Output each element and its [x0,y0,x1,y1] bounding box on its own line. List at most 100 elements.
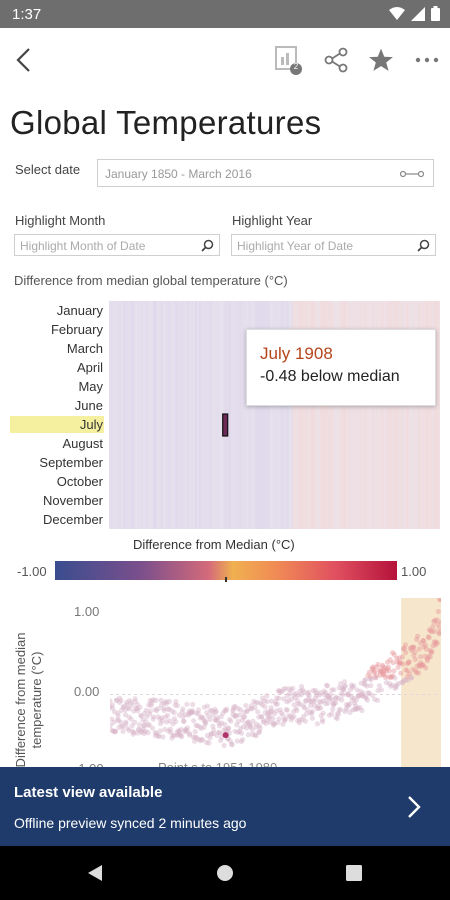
scatter-point [174,703,181,709]
scatter-point [341,684,347,690]
scatter-point [116,699,123,705]
scatter-point [438,598,441,603]
scatter-point [330,706,336,712]
scatter-point [413,670,419,676]
more-icon[interactable] [411,44,443,76]
scatter-plot[interactable] [110,598,441,767]
scatter-point [386,668,392,674]
home-circle-icon[interactable] [216,864,234,882]
scatter-point [353,697,359,703]
tooltip-title: July 1908 [260,344,333,363]
scatter-point [126,706,132,712]
scatter-point [371,670,377,676]
scatter-point [134,701,140,708]
scatter-point [121,703,127,709]
scatter-point [202,721,208,727]
scatter-point [390,682,396,688]
scatter-point [243,721,249,727]
heatmap-year-column [302,301,305,529]
scatter-point [211,730,217,737]
scatter-point [284,699,290,705]
heatmap-year-column [252,301,255,529]
scatter-point [277,688,283,694]
scatter-point [302,718,309,724]
wifi-icon [389,6,405,20]
scatter-point [364,683,370,689]
scatter-point [182,712,188,718]
scatter-point [162,726,168,732]
share-icon[interactable] [320,44,352,76]
scatter-point [193,710,199,716]
scatter-point [272,699,279,705]
scatter-point [212,706,218,712]
month-label-june: June [74,398,103,413]
heatmap-year-column [436,301,439,529]
latest-view-banner[interactable]: Latest view available Offline preview sy… [0,767,450,846]
scatter-point [147,708,153,714]
highlight-month-input[interactable]: Highlight Month of Date [14,234,220,256]
scatter-point [345,704,351,710]
scatter-point [140,726,146,732]
scatter-point [333,700,339,706]
scatter-point [386,681,393,687]
heatmap-year-column [164,301,168,529]
scatter-point [304,691,311,697]
scatter-point [235,706,241,712]
scatter-point [141,730,147,736]
scatter-point [253,724,259,730]
scatter-point [338,681,344,687]
scatter-point [239,717,246,723]
highlight-year-input[interactable]: Highlight Year of Date [231,234,436,256]
scatter-point [181,718,187,724]
scatter-point [179,734,185,740]
scatter-point [288,717,294,723]
scatter-point [308,710,314,716]
scatter-point [333,695,339,701]
month-label-april: April [76,360,103,375]
scatter-point [318,699,324,705]
heatmap-year-column [240,301,243,529]
scatter-point [118,707,125,713]
highlighted-heatmap-cell[interactable] [222,413,229,437]
scatter-point [347,687,354,693]
scatter-point [135,708,141,714]
date-range-slider[interactable]: January 1850 - March 2016 [97,159,434,187]
scatter-point [399,654,405,660]
scatter-point [186,711,192,717]
heatmap-year-column [330,301,333,529]
scatter-point [259,702,265,708]
scatter-point [280,721,286,727]
scatter-point [304,711,310,717]
scatter-point [341,679,348,685]
heatmap-subtitle: Difference from median global temperatur… [14,273,288,288]
scatter-point [159,718,165,724]
heatmap-tooltip: July 1908 -0.48 below median [246,329,436,406]
scatter-point [354,687,360,693]
scatter-point [229,742,235,748]
scatter-point [197,738,203,744]
scatter-point [404,661,410,667]
favorite-star-icon[interactable] [365,44,397,76]
scatter-point [320,698,326,704]
scatter-point [178,733,184,739]
scatter-point [170,732,176,738]
chevron-right-icon[interactable] [407,795,421,819]
scatter-point [173,698,179,705]
comments-icon[interactable]: 2 [272,44,304,76]
highlighted-scatter-point[interactable] [222,732,229,739]
back-triangle-icon[interactable] [86,864,104,882]
scatter-point [271,722,277,728]
scatter-point [232,714,238,720]
scatter-point [253,700,259,706]
scatter-point [303,698,309,704]
month-label-january: January [56,303,103,318]
heatmap-year-column [178,301,182,529]
scatter-point [268,705,274,711]
recents-square-icon[interactable] [346,865,362,881]
scatter-point [272,721,278,727]
heatmap-year-column [188,301,192,529]
back-arrow-icon[interactable] [8,44,40,76]
heatmap-year-column [254,301,257,529]
scatter-point [200,737,206,743]
heatmap-year-column [170,301,174,529]
